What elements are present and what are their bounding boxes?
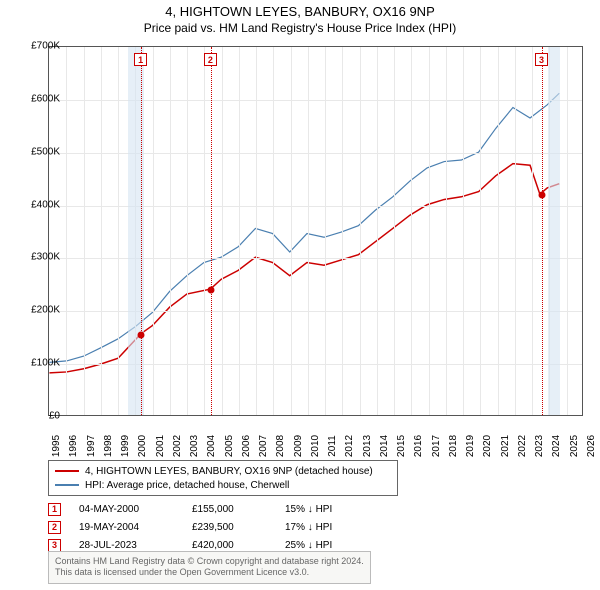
sale-delta: 15% ↓ HPI (285, 504, 375, 515)
x-tick-label: 2008 (275, 435, 286, 457)
footer-line: This data is licensed under the Open Gov… (55, 567, 364, 579)
x-tick-label: 1995 (51, 435, 62, 457)
sale-delta: 17% ↓ HPI (285, 522, 375, 533)
plot-area: 1 2 3 (48, 46, 583, 416)
x-tick-label: 2007 (258, 435, 269, 457)
x-tick-label: 1996 (68, 435, 79, 457)
x-tick-label: 2004 (206, 435, 217, 457)
y-tick-label: £0 (16, 411, 60, 422)
data-point-marker (207, 287, 214, 294)
x-tick-label: 2019 (465, 435, 476, 457)
data-point-marker (539, 192, 546, 199)
series-hpi (49, 93, 559, 362)
x-tick-label: 2006 (241, 435, 252, 457)
sale-row: 2 19-MAY-2004 £239,500 17% ↓ HPI (48, 518, 375, 536)
y-tick-label: £600K (16, 93, 60, 104)
footer-line: Contains HM Land Registry data © Crown c… (55, 556, 364, 568)
x-tick-label: 2016 (413, 435, 424, 457)
x-tick-label: 1997 (86, 435, 97, 457)
legend-swatch (55, 470, 79, 472)
y-tick-label: £100K (16, 358, 60, 369)
sale-marker: 1 (48, 503, 61, 516)
sale-price: £155,000 (192, 504, 267, 515)
chart-container: 4, HIGHTOWN LEYES, BANBURY, OX16 9NP Pri… (0, 0, 600, 590)
x-tick-label: 2005 (224, 435, 235, 457)
title-block: 4, HIGHTOWN LEYES, BANBURY, OX16 9NP Pri… (0, 0, 600, 35)
legend-label: HPI: Average price, detached house, Cher… (85, 480, 289, 491)
y-tick-label: £700K (16, 41, 60, 52)
x-tick-label: 2018 (448, 435, 459, 457)
sale-price: £420,000 (192, 540, 267, 551)
x-tick-label: 2020 (482, 435, 493, 457)
x-tick-label: 2001 (155, 435, 166, 457)
x-tick-label: 2026 (586, 435, 597, 457)
x-tick-label: 2021 (500, 435, 511, 457)
sale-date: 28-JUL-2023 (79, 540, 174, 551)
y-tick-label: £300K (16, 252, 60, 263)
footer-attribution: Contains HM Land Registry data © Crown c… (48, 551, 371, 584)
y-tick-label: £400K (16, 199, 60, 210)
x-tick-label: 2010 (310, 435, 321, 457)
legend: 4, HIGHTOWN LEYES, BANBURY, OX16 9NP (de… (48, 460, 398, 496)
series-property (49, 164, 559, 373)
sale-date: 04-MAY-2000 (79, 504, 174, 515)
chart-subtitle: Price paid vs. HM Land Registry's House … (0, 21, 600, 35)
event-marker: 2 (204, 53, 217, 66)
x-tick-label: 2013 (362, 435, 373, 457)
x-tick-label: 2012 (344, 435, 355, 457)
sale-row: 1 04-MAY-2000 £155,000 15% ↓ HPI (48, 500, 375, 518)
legend-item: HPI: Average price, detached house, Cher… (55, 478, 391, 492)
x-tick-label: 1998 (103, 435, 114, 457)
x-tick-label: 1999 (120, 435, 131, 457)
sale-delta: 25% ↓ HPI (285, 540, 375, 551)
sale-date: 19-MAY-2004 (79, 522, 174, 533)
x-tick-label: 2017 (431, 435, 442, 457)
sale-price: £239,500 (192, 522, 267, 533)
event-marker: 3 (535, 53, 548, 66)
x-tick-label: 2002 (172, 435, 183, 457)
legend-swatch (55, 484, 79, 486)
x-tick-label: 2014 (379, 435, 390, 457)
x-tick-label: 2024 (551, 435, 562, 457)
x-tick-label: 2022 (517, 435, 528, 457)
x-tick-label: 2011 (327, 435, 338, 457)
x-tick-label: 2023 (534, 435, 545, 457)
x-tick-label: 2003 (189, 435, 200, 457)
legend-label: 4, HIGHTOWN LEYES, BANBURY, OX16 9NP (de… (85, 466, 373, 477)
sale-marker: 3 (48, 539, 61, 552)
x-tick-label: 2025 (569, 435, 580, 457)
event-marker: 1 (134, 53, 147, 66)
sales-table: 1 04-MAY-2000 £155,000 15% ↓ HPI 2 19-MAY-200… (48, 500, 375, 554)
x-tick-label: 2009 (293, 435, 304, 457)
chart-title: 4, HIGHTOWN LEYES, BANBURY, OX16 9NP (0, 4, 600, 19)
legend-item: 4, HIGHTOWN LEYES, BANBURY, OX16 9NP (de… (55, 464, 391, 478)
data-point-marker (138, 332, 145, 339)
x-tick-label: 2000 (137, 435, 148, 457)
y-tick-label: £500K (16, 146, 60, 157)
sale-marker: 2 (48, 521, 61, 534)
x-tick-label: 2015 (396, 435, 407, 457)
y-tick-label: £200K (16, 305, 60, 316)
